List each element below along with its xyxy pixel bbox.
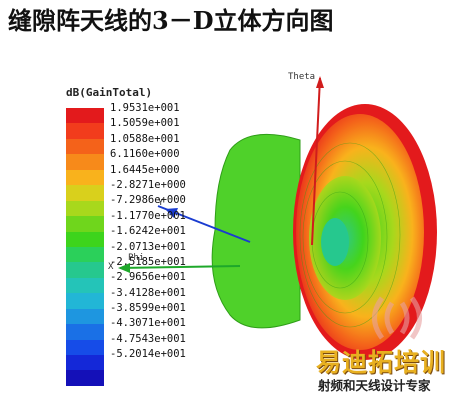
legend-value: -2.9656e+001 bbox=[110, 271, 186, 284]
legend-value: -2.5185e+001 bbox=[110, 255, 186, 268]
legend-value: 1.0588e+001 bbox=[110, 132, 180, 145]
theta-axis-label: Theta bbox=[288, 72, 316, 82]
legend-swatch bbox=[66, 246, 104, 263]
phi-axis-line bbox=[119, 265, 241, 269]
legend-value: 1.9531e+001 bbox=[110, 102, 180, 114]
legend-swatch bbox=[66, 123, 104, 139]
legend-swatch bbox=[66, 200, 104, 217]
phi-axis-label: Phi bbox=[128, 253, 145, 263]
watermark-logo: 易迪拓培训 bbox=[316, 348, 447, 377]
legend-value: -3.8599e+001 bbox=[110, 302, 186, 315]
legend-swatch bbox=[66, 216, 104, 232]
legend-swatch bbox=[66, 262, 104, 278]
legend-swatch bbox=[66, 169, 104, 186]
signal-icon bbox=[372, 296, 422, 340]
legend-value: -3.4128e+001 bbox=[110, 286, 186, 299]
y-axis-label: Y bbox=[158, 198, 164, 208]
legend-swatch bbox=[66, 138, 104, 155]
legend-swatch bbox=[66, 339, 104, 355]
legend-swatch bbox=[66, 231, 104, 247]
legend-value: 1.5059e+001 bbox=[110, 117, 180, 130]
legend-value: -4.3071e+001 bbox=[110, 317, 186, 330]
x-axis-label: X bbox=[108, 262, 114, 272]
legend-swatch bbox=[66, 293, 104, 309]
color-legend: dB(GainTotal) 1.9531e+001 1.5059e+001 1.05… bbox=[62, 86, 202, 391]
legend-value: -1.1770e+001 bbox=[110, 209, 186, 222]
legend-value: -4.7543e+001 bbox=[110, 332, 186, 345]
legend-swatch bbox=[66, 308, 104, 325]
theta-axis-arrow bbox=[316, 76, 324, 88]
legend-swatch bbox=[66, 185, 104, 201]
theta-axis-line bbox=[311, 77, 321, 246]
legend-value: -1.6242e+001 bbox=[110, 225, 186, 238]
legend-value: 1.6445e+000 bbox=[110, 163, 180, 176]
legend-value: -2.8271e+000 bbox=[110, 178, 186, 191]
legend-values: 1.9531e+001 1.5059e+001 1.0588e+001 6.1160e… bbox=[110, 101, 205, 363]
main-lobe-core bbox=[321, 218, 349, 266]
back-lobe bbox=[211, 133, 301, 329]
contour-rings bbox=[299, 142, 401, 328]
legend-value: -7.2986e+000 bbox=[110, 194, 186, 207]
legend-swatch bbox=[66, 108, 104, 124]
legend-value: 6.1160e+000 bbox=[110, 148, 180, 161]
legend-swatch bbox=[66, 370, 104, 386]
legend-value: -5.2014e+001 bbox=[110, 348, 186, 361]
phi-axis-arrow bbox=[118, 263, 130, 273]
legend-swatch bbox=[66, 324, 104, 340]
legend-swatch bbox=[66, 355, 104, 371]
legend-swatch bbox=[66, 154, 104, 170]
legend-swatch bbox=[66, 277, 104, 294]
legend-value: -2.0713e+001 bbox=[110, 240, 186, 253]
legend-title: dB(GainTotal) bbox=[66, 86, 153, 99]
legend-color-bar bbox=[66, 108, 104, 386]
y-axis-arrow bbox=[165, 208, 178, 218]
page-title: 缝隙阵天线的3－D立体方向图 bbox=[8, 6, 334, 35]
watermark-subtitle: 射频和天线设计专家 bbox=[318, 378, 431, 393]
